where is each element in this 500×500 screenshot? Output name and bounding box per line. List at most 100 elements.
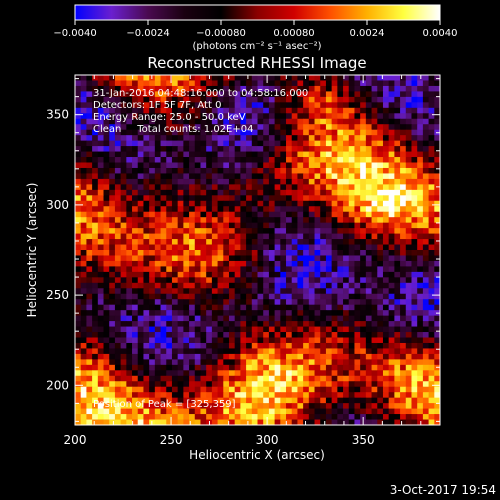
- heatmap-cell: [337, 173, 344, 180]
- heatmap-cell: [109, 162, 116, 169]
- heatmap-cell: [206, 96, 213, 103]
- heatmap-cell: [80, 370, 87, 377]
- heatmap-cell: [263, 353, 270, 360]
- heatmap-cell: [400, 96, 407, 103]
- heatmap-cell: [246, 310, 253, 317]
- heatmap-cell: [166, 342, 173, 349]
- heatmap-cell: [189, 85, 196, 92]
- heatmap-cell: [405, 211, 412, 218]
- heatmap-cell: [234, 304, 241, 311]
- heatmap-cell: [337, 293, 344, 300]
- heatmap-cell: [394, 348, 401, 355]
- heatmap-cell: [234, 392, 241, 399]
- heatmap-cell: [354, 266, 361, 273]
- heatmap-cell: [211, 178, 218, 185]
- heatmap-cell: [400, 277, 407, 284]
- heatmap-cell: [337, 271, 344, 278]
- heatmap-cell: [143, 102, 150, 109]
- heatmap-cell: [228, 282, 236, 289]
- heatmap-cell: [92, 326, 99, 333]
- heatmap-cell: [263, 386, 270, 393]
- heatmap-cell: [92, 337, 99, 344]
- heatmap-cell: [223, 162, 230, 169]
- heatmap-cell: [200, 353, 207, 360]
- heatmap-cell: [120, 255, 127, 262]
- heatmap-cell: [126, 157, 133, 163]
- heatmap-cell: [97, 200, 104, 207]
- heatmap-cell: [137, 206, 144, 213]
- heatmap-cell: [354, 107, 361, 114]
- heatmap-cell: [103, 118, 110, 125]
- heatmap-cell: [434, 217, 441, 224]
- heatmap-cell: [246, 96, 253, 103]
- heatmap-cell: [160, 151, 167, 158]
- heatmap-cell: [228, 364, 236, 371]
- heatmap-cell: [314, 266, 321, 273]
- heatmap-cell: [223, 332, 230, 338]
- heatmap-cell: [422, 299, 429, 306]
- heatmap-cell: [337, 299, 344, 306]
- heatmap-cell: [348, 419, 355, 426]
- heatmap-cell: [417, 211, 424, 218]
- heatmap-cell: [314, 102, 321, 109]
- heatmap-cell: [97, 282, 104, 289]
- heatmap-cell: [75, 146, 82, 152]
- heatmap-cell: [109, 157, 116, 163]
- heatmap-cell: [405, 321, 412, 327]
- heatmap-cell: [331, 381, 338, 388]
- heatmap-cell: [171, 282, 179, 289]
- heatmap-cell: [114, 381, 122, 388]
- heatmap-cell: [103, 113, 110, 120]
- heatmap-cell: [194, 260, 201, 267]
- heatmap-cell: [160, 277, 167, 284]
- heatmap-cell: [240, 419, 247, 426]
- heatmap-cell: [103, 266, 110, 273]
- heatmap-cell: [320, 217, 327, 224]
- heatmap-cell: [194, 91, 201, 98]
- heatmap-cell: [314, 80, 321, 87]
- heatmap-cell: [228, 80, 236, 87]
- heatmap-cell: [394, 244, 401, 251]
- heatmap-cell: [286, 348, 293, 355]
- heatmap-cell: [120, 189, 127, 196]
- heatmap-cell: [394, 239, 401, 245]
- heatmap-cell: [343, 118, 350, 125]
- heatmap-cell: [228, 184, 236, 191]
- heatmap-cell: [75, 304, 82, 311]
- heatmap-cell: [240, 107, 247, 114]
- heatmap-cell: [274, 260, 281, 267]
- heatmap-cell: [120, 381, 127, 388]
- heatmap-cell: [360, 342, 367, 349]
- heatmap-cell: [160, 184, 167, 191]
- heatmap-cell: [109, 102, 116, 109]
- heatmap-cell: [126, 102, 133, 109]
- heatmap-cell: [422, 353, 429, 360]
- heatmap-cell: [86, 250, 93, 256]
- heatmap-cell: [154, 135, 161, 142]
- heatmap-cell: [382, 408, 390, 415]
- heatmap-cell: [331, 118, 338, 125]
- heatmap-cell: [143, 189, 150, 196]
- heatmap-cell: [132, 250, 139, 256]
- heatmap-cell: [377, 392, 384, 399]
- heatmap-cell: [75, 173, 82, 180]
- heatmap-cell: [211, 211, 218, 218]
- heatmap-cell: [388, 129, 395, 136]
- heatmap-cell: [388, 195, 395, 202]
- heatmap-cell: [143, 321, 150, 327]
- heatmap-cell: [189, 162, 196, 169]
- heatmap-cell: [206, 206, 213, 213]
- heatmap-cell: [80, 266, 87, 273]
- heatmap-cell: [149, 189, 156, 196]
- heatmap-cell: [325, 118, 333, 125]
- heatmap-cell: [217, 222, 224, 229]
- heatmap-cell: [86, 118, 93, 125]
- heatmap-cell: [149, 315, 156, 322]
- heatmap-cell: [154, 146, 161, 152]
- heatmap-cell: [86, 178, 93, 185]
- heatmap-cell: [149, 260, 156, 267]
- heatmap-cell: [400, 403, 407, 409]
- heatmap-cell: [365, 195, 372, 202]
- heatmap-cell: [360, 364, 367, 371]
- heatmap-cell: [103, 364, 110, 371]
